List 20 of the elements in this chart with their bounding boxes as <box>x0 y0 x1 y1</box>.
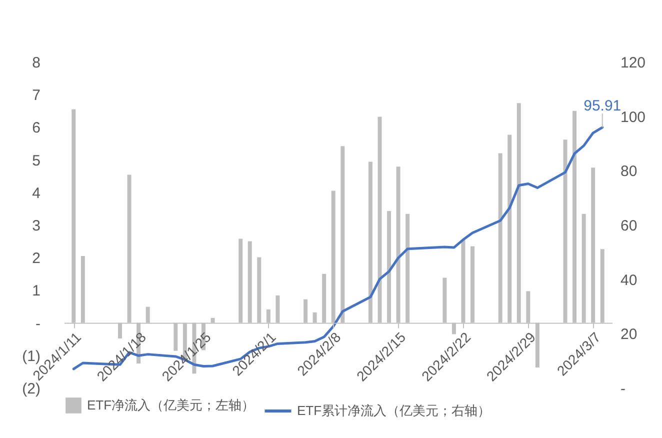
y-tick-label: 1 <box>32 282 40 300</box>
legend-label: ETF净流入（亿美元；左轴） <box>87 398 255 412</box>
y-tick-label: 2 <box>32 250 40 268</box>
y-tick-label: 4 <box>32 184 40 202</box>
y-tick-label: - <box>36 315 40 332</box>
y-tick-label: 7 <box>32 87 40 104</box>
y2-tick-label: 80 <box>620 163 638 180</box>
y-tick-label: 5 <box>32 152 40 170</box>
legend-label: ETF累计净流入（亿美元；右轴） <box>297 403 491 418</box>
y-tick-label: 3 <box>32 218 40 234</box>
y2-tick-label: 20 <box>620 326 638 344</box>
y2-tick-label: 60 <box>620 218 638 234</box>
y2-tick-label: 120 <box>620 54 646 72</box>
y-tick-label: 6 <box>32 120 40 137</box>
y-tick-label: 8 <box>32 54 40 72</box>
y-tick-label: (2) <box>22 380 40 398</box>
data-label: 95.91 <box>584 97 622 114</box>
y2-tick-label: 40 <box>620 272 638 289</box>
y2-tick-label: 100 <box>620 108 646 126</box>
y2-tick-label: - <box>620 380 626 398</box>
